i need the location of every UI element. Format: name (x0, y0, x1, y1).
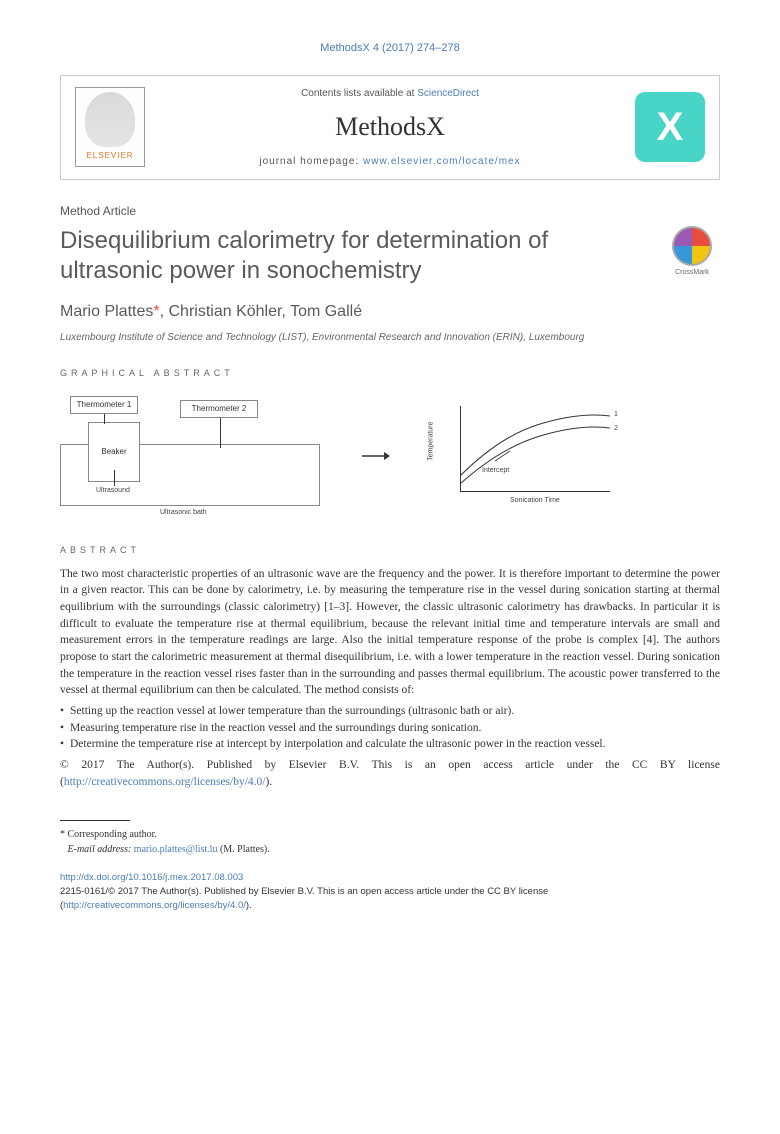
abstract-label: ABSTRACT (60, 544, 720, 558)
ga-thermometer-2: Thermometer 2 (180, 400, 258, 418)
email-link[interactable]: mario.plattes@list.lu (134, 844, 218, 855)
email-line: E-mail address: mario.plattes@list.lu (M… (60, 842, 720, 857)
graphical-abstract: Thermometer 1 Thermometer 2 Beaker Ultra… (60, 388, 720, 524)
ga-ultrasound-label: Ultrasound (96, 486, 130, 497)
contents-prefix: Contents lists available at (301, 88, 417, 99)
author-1[interactable]: Mario Plattes* (60, 303, 160, 320)
top-citation: MethodsX 4 (2017) 274–278 (60, 40, 720, 57)
method-bullets: Setting up the reaction vessel at lower … (60, 703, 720, 753)
crossmark-label: CrossMark (675, 268, 709, 279)
ga-chart: Temperature Sonication Time Intercept 1 … (430, 396, 630, 516)
ga-y-label: Temperature (426, 422, 437, 461)
article-type: Method Article (60, 202, 720, 220)
doi-link[interactable]: http://dx.doi.org/10.1016/j.mex.2017.08.… (60, 871, 720, 885)
bullet-3: Determine the temperature rise at interc… (60, 736, 720, 753)
elsevier-label: ELSEVIER (86, 150, 133, 162)
journal-name: MethodsX (145, 107, 635, 146)
ga-bath-label: Ultrasonic bath (160, 508, 207, 519)
mx-logo-text: X (657, 97, 684, 157)
email-suffix: (M. Plattes). (217, 844, 269, 855)
footer-license: 2215-0161/© 2017 The Author(s). Publishe… (60, 885, 720, 912)
copyright-close: ). (265, 776, 272, 788)
ga-arrow-icon (360, 446, 390, 466)
crossmark-badge[interactable]: CrossMark (664, 226, 720, 282)
banner-center: Contents lists available at ScienceDirec… (145, 86, 635, 169)
copyright-line: © 2017 The Author(s). Published by Elsev… (60, 757, 720, 790)
elsevier-logo[interactable]: ELSEVIER (75, 87, 145, 167)
ga-arrow-up (114, 470, 115, 486)
elsevier-tree-icon (85, 92, 135, 147)
footer-license-link[interactable]: http://creativecommons.org/licenses/by/4… (63, 900, 246, 911)
author-3[interactable]: Tom Gallé (290, 303, 362, 320)
corresponding-footnote: * Corresponding author. E-mail address: … (60, 827, 720, 857)
ga-intercept-label: Intercept (482, 466, 509, 477)
email-label: E-mail address: (68, 844, 134, 855)
abstract-body: The two most characteristic properties o… (60, 566, 720, 699)
ga-line-2 (220, 418, 221, 448)
license-link[interactable]: http://creativecommons.org/licenses/by/4… (64, 776, 266, 788)
methodsx-logo[interactable]: X (635, 92, 705, 162)
sciencedirect-link[interactable]: ScienceDirect (417, 88, 479, 99)
ga-curve-2-label: 2 (614, 424, 618, 435)
footer-license-close: ). (246, 900, 252, 911)
page-root: MethodsX 4 (2017) 274–278 ELSEVIER Conte… (0, 0, 780, 952)
homepage-line: journal homepage: www.elsevier.com/locat… (145, 154, 635, 169)
graphical-abstract-label: GRAPHICAL ABSTRACT (60, 367, 720, 381)
ga-curve-1-label: 1 (614, 410, 618, 421)
ga-schematic: Thermometer 1 Thermometer 2 Beaker Ultra… (60, 396, 320, 516)
crossmark-icon (672, 226, 712, 266)
author-2[interactable]: Christian Köhler (169, 303, 282, 320)
corresp-marker: * (153, 303, 159, 320)
ga-line-1 (104, 414, 105, 424)
header-banner: ELSEVIER Contents lists available at Sci… (60, 75, 720, 180)
ga-axis-x (460, 491, 610, 492)
contents-line: Contents lists available at ScienceDirec… (145, 86, 635, 101)
homepage-link[interactable]: www.elsevier.com/locate/mex (363, 156, 521, 167)
authors-line: Mario Plattes*, Christian Köhler, Tom Ga… (60, 300, 720, 324)
article-title: Disequilibrium calorimetry for determina… (60, 226, 650, 286)
doi-url[interactable]: http://dx.doi.org/10.1016/j.mex.2017.08.… (60, 872, 243, 883)
title-row: Disequilibrium calorimetry for determina… (60, 226, 720, 286)
affiliation: Luxembourg Institute of Science and Tech… (60, 330, 720, 345)
homepage-prefix: journal homepage: (259, 156, 363, 167)
ga-curves (460, 406, 610, 491)
bullet-2: Measuring temperature rise in the reacti… (60, 720, 720, 737)
bullet-1: Setting up the reaction vessel at lower … (60, 703, 720, 720)
ga-thermometer-1: Thermometer 1 (70, 396, 138, 414)
ga-x-label: Sonication Time (510, 496, 560, 507)
footnote-separator (60, 820, 130, 821)
corresp-label: * Corresponding author. (60, 827, 720, 842)
